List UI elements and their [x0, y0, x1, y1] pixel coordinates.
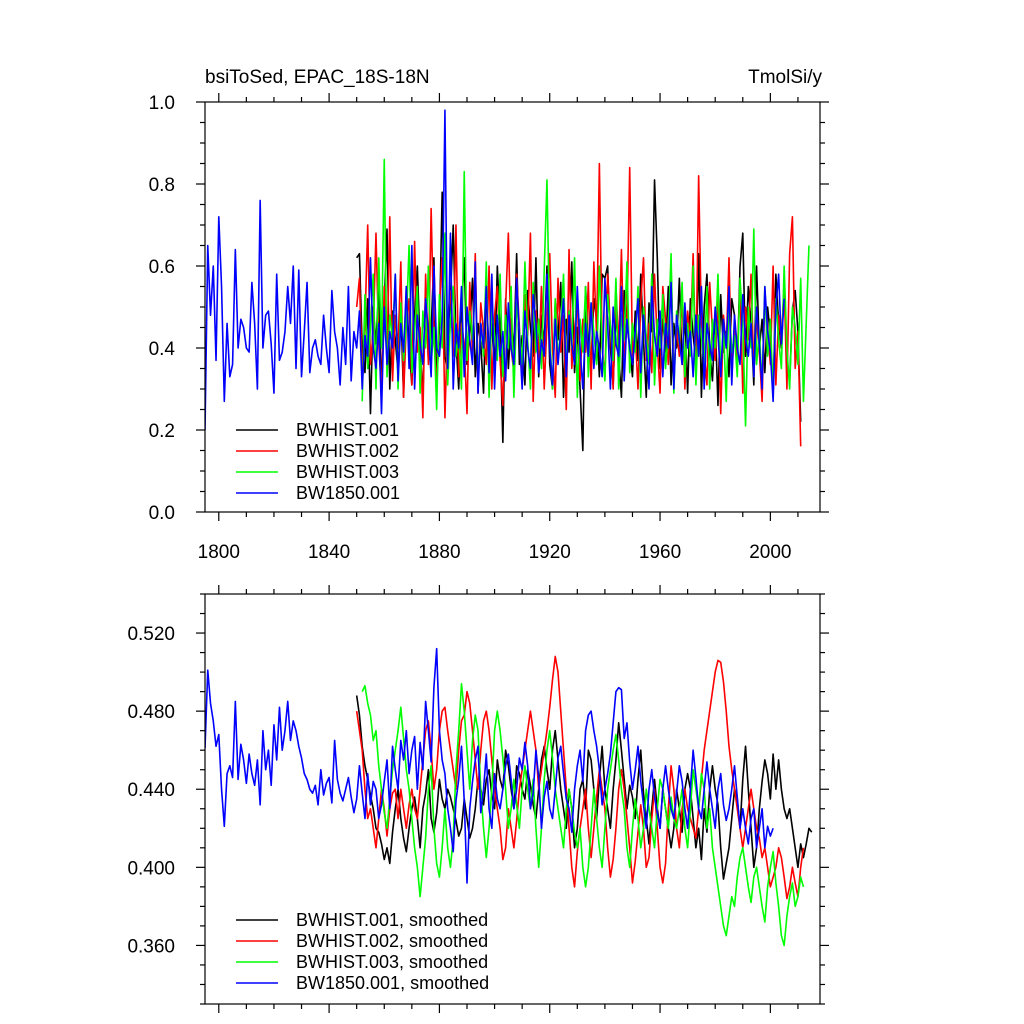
top-series-line-3: [361, 158, 810, 427]
top-y-tick-label: 1.0: [149, 93, 175, 114]
top-axes: 1800 1840 1880 1920 1960 2000 0.0 0.2 0.4 0.6 0.8 1…: [149, 93, 829, 563]
top-y-tick-label: 0.6: [149, 257, 175, 278]
top-legend-label-4: BW1850.001: [296, 483, 400, 503]
top-x-tick-label: 1920: [529, 542, 571, 563]
bottom-series-line-4: [205, 647, 774, 884]
bottom-legend-label-2: BWHIST.002, smoothed: [296, 931, 488, 951]
top-x-tick-label: 1960: [639, 542, 681, 563]
bottom-axes: 0.360 0.400 0.440 0.480 0.520: [127, 585, 829, 1013]
top-y-tick-label: 0.2: [149, 421, 175, 442]
bottom-y-tick-label: 0.440: [127, 780, 175, 801]
top-x-tick-label: 1800: [198, 542, 240, 563]
top-legend: BWHIST.001 BWHIST.002 BWHIST.003 BW1850.…: [236, 420, 400, 503]
top-legend-label-3: BWHIST.003: [296, 462, 399, 482]
top-series-line-4: [205, 109, 785, 431]
bottom-y-tick-label: 0.480: [127, 702, 175, 723]
bottom-y-tick-label: 0.400: [127, 858, 175, 879]
top-y-tick-label: 0.8: [149, 175, 175, 196]
bottom-legend: BWHIST.001, smoothed BWHIST.002, smoothe…: [236, 910, 489, 993]
top-chart-title: bsiToSed, EPAC_18S-18N: [205, 67, 430, 88]
bottom-panel: 0.360 0.400 0.440 0.480 0.520 BWHIST.001, sm…: [127, 585, 829, 1013]
top-y-tick-label: 0.4: [149, 339, 176, 360]
top-legend-label-2: BWHIST.002: [296, 441, 399, 461]
top-x-tick-label: 1880: [418, 542, 460, 563]
top-x-tick-label: 2000: [749, 542, 791, 563]
top-series-lines: [205, 109, 810, 452]
top-y-tick-label: 0.0: [149, 503, 175, 524]
bottom-series-line-3: [361, 683, 805, 947]
top-chart-units: TmolSi/y: [748, 67, 822, 88]
top-panel: bsiToSed, EPAC_18S-18N TmolSi/y 1800 1840…: [149, 67, 829, 563]
bottom-y-tick-label: 0.520: [127, 624, 175, 645]
bottom-legend-label-1: BWHIST.001, smoothed: [296, 910, 488, 930]
bottom-legend-label-3: BWHIST.003, smoothed: [296, 952, 488, 972]
bottom-y-tick-label: 0.360: [127, 936, 175, 957]
bottom-legend-label-4: BW1850.001, smoothed: [296, 973, 489, 993]
bottom-series-lines: [205, 647, 813, 947]
top-x-tick-label: 1840: [308, 542, 350, 563]
top-legend-label-1: BWHIST.001: [296, 420, 399, 440]
bottom-plot-frame: [204, 593, 821, 1005]
